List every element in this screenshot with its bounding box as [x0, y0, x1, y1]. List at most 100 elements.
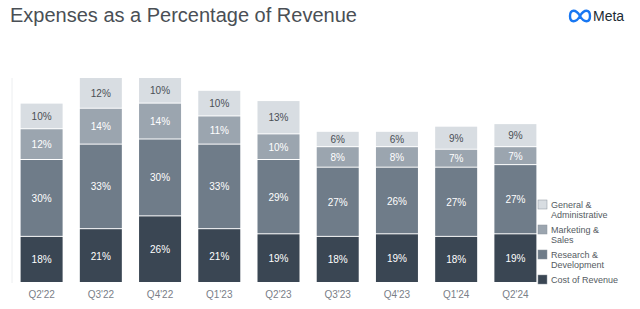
bar-segment: [21, 104, 63, 129]
data-label: 6%: [330, 134, 345, 145]
data-label: 21%: [91, 251, 111, 262]
data-label: 10%: [268, 142, 288, 153]
legend-label: Marketing &Sales: [551, 225, 599, 245]
legend-label-line: Research &: [551, 250, 598, 260]
bar-segment: [198, 145, 240, 229]
legend-swatch: [538, 250, 547, 259]
x-tick-label: Q4'23: [384, 289, 411, 300]
bar-segment: [258, 234, 300, 282]
data-label: 18%: [446, 254, 466, 265]
bar-segment: [139, 104, 181, 139]
bar-segment: [494, 234, 536, 282]
data-label: 21%: [209, 251, 229, 262]
bars: [21, 78, 537, 282]
data-label: 30%: [32, 193, 52, 204]
chart: Expenses as a Percentage of Revenue Meta 1…: [0, 0, 640, 309]
bar-segment: [139, 140, 181, 216]
logo-text: Meta: [593, 8, 624, 24]
x-tick-label: Q1'24: [443, 289, 470, 300]
data-label: 14%: [91, 121, 111, 132]
bar-segment: [139, 78, 181, 103]
data-label: 29%: [268, 192, 288, 203]
data-label: 8%: [330, 152, 345, 163]
legend-label-line: Sales: [551, 235, 574, 245]
bar-segment: [376, 132, 418, 146]
legend-swatch: [538, 275, 547, 284]
bar-segment: [435, 237, 477, 282]
data-label: 18%: [32, 254, 52, 265]
bar-segment: [80, 78, 122, 108]
x-tick-label: Q2'22: [28, 289, 55, 300]
data-label: 12%: [32, 139, 52, 150]
bar-segment: [317, 132, 359, 146]
data-label: 19%: [387, 253, 407, 264]
data-label: 27%: [328, 197, 348, 208]
data-label: 26%: [150, 244, 170, 255]
data-label: 7%: [449, 153, 464, 164]
legend: General &Administrative Marketing &Sales R…: [538, 200, 618, 285]
data-label: 13%: [268, 112, 288, 123]
data-label: 9%: [449, 133, 464, 144]
legend-label: Cost of Revenue: [551, 275, 618, 285]
bar-segment: [317, 147, 359, 167]
bar-segment: [494, 165, 536, 233]
data-label: 33%: [91, 181, 111, 192]
bar-segment: [139, 216, 181, 282]
bar-segment: [198, 229, 240, 282]
logo-icon: [570, 11, 590, 22]
bar-segment: [80, 109, 122, 144]
legend-label-line: Cost of Revenue: [551, 275, 618, 285]
data-label: 19%: [505, 253, 525, 264]
data-label: 10%: [209, 98, 229, 109]
x-tick-label: Q2'24: [502, 289, 529, 300]
bar-segment: [317, 237, 359, 282]
bar-segment: [80, 145, 122, 229]
legend-label: Research &Development: [551, 250, 605, 270]
legend-label-line: Development: [551, 260, 605, 270]
data-label: 14%: [150, 116, 170, 127]
bar-segment: [376, 234, 418, 282]
bar-segment: [21, 237, 63, 282]
bar-segment: [198, 91, 240, 116]
legend-label-line: Marketing &: [551, 225, 599, 235]
data-label: 10%: [150, 85, 170, 96]
bar-segment: [258, 134, 300, 159]
legend-label-line: General &: [551, 200, 592, 210]
data-label: 8%: [390, 152, 405, 163]
bar-segment: [435, 168, 477, 236]
data-label: 10%: [32, 111, 52, 122]
data-label: 12%: [91, 88, 111, 99]
bar-segment: [494, 147, 536, 164]
data-label: 18%: [328, 254, 348, 265]
x-tick-label: Q3'23: [325, 289, 352, 300]
bar-segment: [435, 127, 477, 149]
bar-segment: [21, 160, 63, 236]
bar-segment: [258, 160, 300, 233]
bar-segment: [80, 229, 122, 282]
bar-segment: [198, 116, 240, 143]
bar-segment: [494, 124, 536, 146]
bar-segment: [376, 147, 418, 167]
title: Expenses as a Percentage of Revenue: [10, 4, 357, 26]
bar-segment: [376, 168, 418, 234]
legend-label-line: Administrative: [551, 210, 608, 220]
data-label: 19%: [268, 253, 288, 264]
data-label: 7%: [508, 151, 523, 162]
x-tick-label: Q2'23: [265, 289, 292, 300]
x-tick-label: Q1'23: [206, 289, 233, 300]
data-label: 30%: [150, 172, 170, 183]
legend-label: General &Administrative: [551, 200, 608, 220]
x-tick-label: Q4'22: [147, 289, 174, 300]
bar-segment: [435, 150, 477, 167]
data-labels: 18% 21% 26% 21% 19% 18% 19% 18% 19% 30% 33% 30% 33% 2…: [32, 85, 526, 265]
legend-swatch: [538, 225, 547, 234]
bar-segment: [317, 168, 359, 236]
logo: Meta: [570, 8, 624, 24]
data-label: 9%: [508, 130, 523, 141]
data-label: 27%: [505, 194, 525, 205]
data-label: 27%: [446, 197, 466, 208]
bar-segment: [258, 101, 300, 133]
x-tick-label: Q3'22: [88, 289, 115, 300]
data-label: 33%: [209, 181, 229, 192]
data-label: 26%: [387, 196, 407, 207]
